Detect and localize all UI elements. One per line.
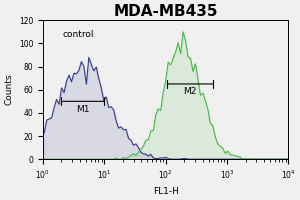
Y-axis label: Counts: Counts bbox=[4, 74, 13, 105]
Text: M2: M2 bbox=[183, 87, 196, 96]
Text: control: control bbox=[63, 30, 94, 39]
X-axis label: FL1-H: FL1-H bbox=[153, 187, 178, 196]
Title: MDA-MB435: MDA-MB435 bbox=[113, 4, 218, 19]
Text: M1: M1 bbox=[76, 105, 89, 114]
